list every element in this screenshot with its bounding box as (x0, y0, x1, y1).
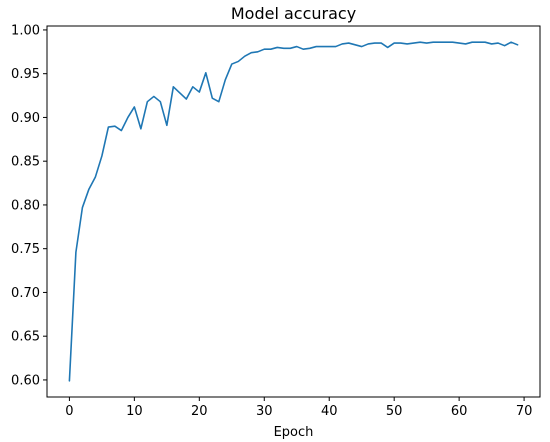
y-tick-label: 0.75 (11, 242, 40, 257)
plot-frame (46, 25, 541, 398)
x-tick-label: 60 (451, 404, 468, 419)
y-tick-label: 0.90 (11, 111, 40, 126)
y-tick-label: 0.70 (11, 286, 40, 301)
x-tick-label: 30 (256, 404, 273, 419)
x-tick-label: 50 (386, 404, 403, 419)
y-tick-label: 0.80 (11, 198, 40, 213)
x-tick-label: 70 (516, 404, 533, 419)
y-tick-label: 0.95 (11, 67, 40, 82)
chart-title: Model accuracy (231, 4, 356, 23)
x-axis-title: Epoch (274, 425, 314, 440)
x-axis: 0 10 20 30 40 50 60 70 (65, 397, 532, 419)
series-layer (68, 41, 519, 382)
x-tick-label: 20 (191, 404, 208, 419)
y-tick-label: 1.00 (11, 23, 40, 38)
x-tick-label: 10 (126, 404, 143, 419)
y-tick-label: 0.85 (11, 155, 40, 170)
y-tick-label: 0.60 (11, 373, 40, 388)
y-axis: 0.60 0.65 0.70 0.75 0.80 0.85 0.90 0.95 1.00 (11, 23, 47, 388)
x-tick-label: 40 (321, 404, 338, 419)
x-tick-label: 0 (65, 404, 73, 419)
y-tick-label: 0.65 (11, 330, 40, 345)
accuracy-line (68, 41, 519, 382)
